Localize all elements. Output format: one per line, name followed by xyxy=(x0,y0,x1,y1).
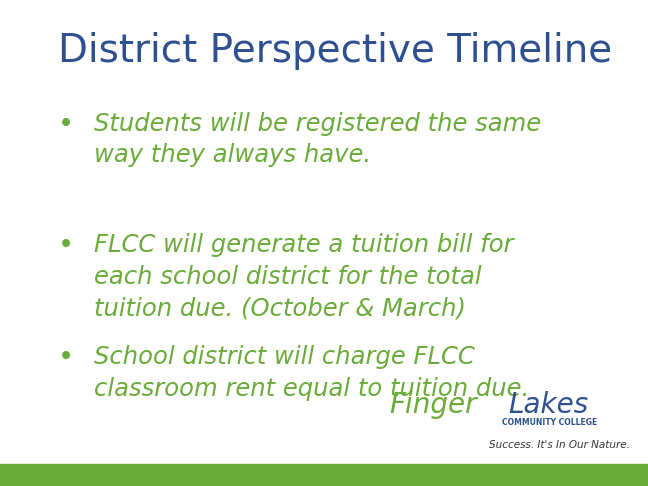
Text: District Perspective Timeline: District Perspective Timeline xyxy=(58,32,612,69)
Text: Finger: Finger xyxy=(389,391,476,419)
Bar xyxy=(0,464,648,486)
Text: School district will charge FLCC
classroom rent equal to tuition due.: School district will charge FLCC classro… xyxy=(94,345,529,400)
Text: •: • xyxy=(58,112,75,138)
Text: •: • xyxy=(58,345,75,371)
Text: Lakes: Lakes xyxy=(509,391,589,419)
Text: Success. It's In Our Nature.: Success. It's In Our Nature. xyxy=(489,440,630,450)
Text: Students will be registered the same
way they always have.: Students will be registered the same way… xyxy=(94,112,541,167)
Text: •: • xyxy=(58,233,75,259)
Text: FLCC will generate a tuition bill for
each school district for the total
tuition: FLCC will generate a tuition bill for ea… xyxy=(94,233,514,320)
Text: COMMUNITY COLLEGE: COMMUNITY COLLEGE xyxy=(502,418,597,427)
